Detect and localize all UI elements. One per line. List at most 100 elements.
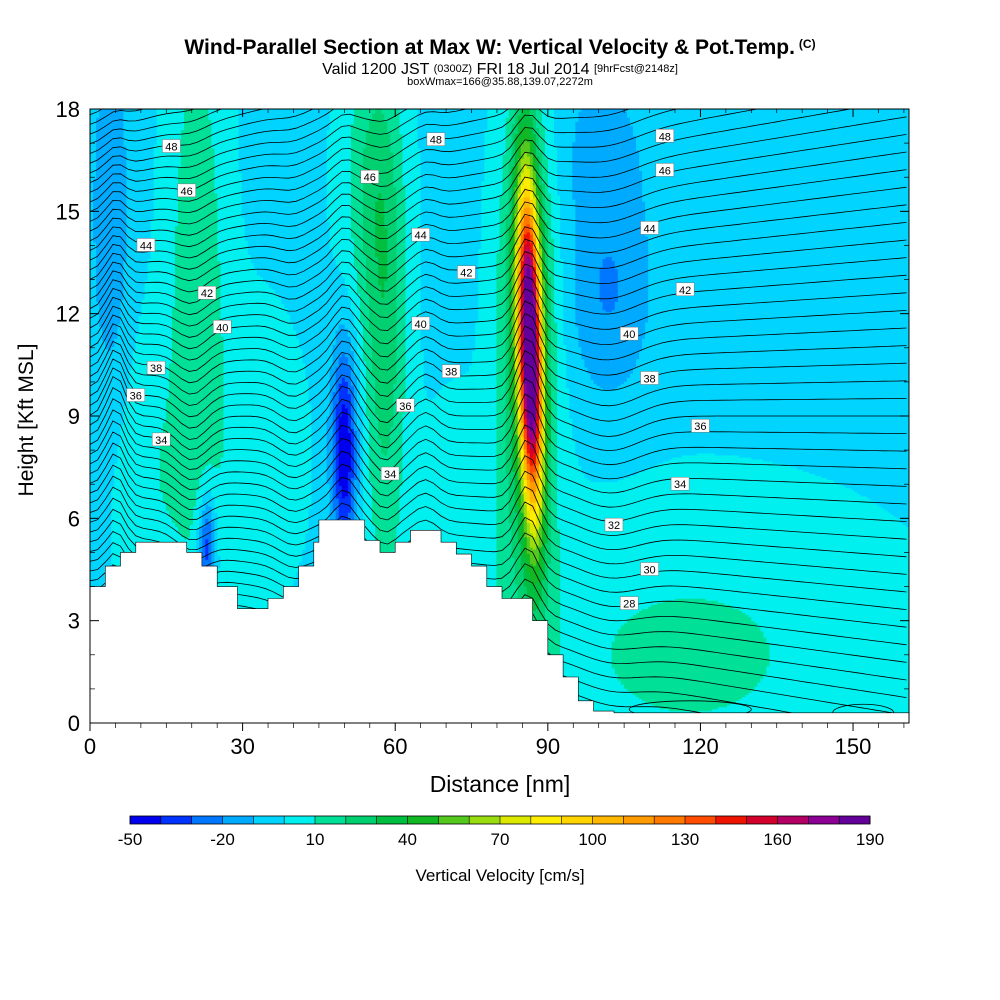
- theta-label: 46: [177, 183, 196, 198]
- colorbar-tick-label: 40: [398, 830, 417, 849]
- theta-label-text: 42: [460, 268, 472, 280]
- colorbar-swatch: [315, 816, 347, 824]
- theta-label: 34: [670, 476, 690, 491]
- x-tick-label: 150: [835, 734, 872, 759]
- theta-label: 34: [151, 432, 171, 447]
- theta-label: 44: [136, 238, 156, 252]
- x-tick-label: 0: [84, 734, 96, 759]
- colorbar-swatch: [808, 816, 840, 824]
- theta-label: 42: [675, 282, 695, 297]
- theta-contour-labels: 48 46 44 42 40 38 36 34 46 44 40 36 34 48 42 38 48 46 44 42…: [126, 129, 710, 611]
- theta-label: 46: [655, 163, 675, 177]
- valid-date: FRI 18 Jul 2014: [476, 61, 590, 78]
- y-axis-label: Height [Kft MSL]: [15, 344, 38, 497]
- colorbar-tick-label: 70: [491, 830, 510, 849]
- colorbar-swatch: [530, 816, 563, 824]
- box-info: boxWmax=166@35.88,139.07,2272m: [407, 76, 593, 88]
- colorbar-swatch: [438, 816, 470, 824]
- valid-time-line: Valid 1200 JST (0300Z) FRI 18 Jul 2014 […: [0, 61, 1000, 79]
- theta-label: 44: [640, 221, 659, 235]
- colorbar-swatch: [407, 816, 439, 824]
- theta-label: 42: [457, 265, 476, 280]
- colorbar-swatch: [685, 816, 717, 824]
- colorbar-swatch: [839, 816, 871, 824]
- theta-label: 36: [396, 398, 415, 413]
- theta-label-text: 46: [364, 172, 376, 184]
- valid-utc: (0300Z): [433, 63, 473, 75]
- theta-label-text: 48: [430, 135, 442, 147]
- colorbar-swatch: [746, 816, 778, 824]
- theta-label: 40: [213, 320, 232, 334]
- theta-label-text: 38: [643, 373, 655, 385]
- theta-label: 28: [619, 596, 639, 611]
- theta-label-text: 48: [165, 142, 177, 154]
- y-tick-label: 6: [68, 506, 80, 531]
- colorbar-tick-label: 10: [306, 830, 325, 849]
- theta-label: 38: [441, 364, 461, 379]
- theta-label-text: 44: [140, 240, 152, 252]
- colorbar-label: Vertical Velocity [cm/s]: [415, 866, 584, 885]
- theta-label-text: 44: [415, 230, 427, 242]
- theta-label: 44: [411, 227, 430, 242]
- x-tick-label: 30: [230, 734, 254, 759]
- colorbar-swatch: [253, 816, 285, 824]
- theta-label: 36: [691, 418, 710, 433]
- theta-label: 36: [126, 388, 146, 403]
- colorbar-swatch: [715, 816, 748, 824]
- theta-label: 38: [640, 371, 659, 385]
- theta-label-text: 46: [181, 186, 193, 198]
- theta-label-text: 36: [130, 391, 142, 403]
- theta-label-text: 40: [623, 329, 635, 341]
- colorbar-swatch: [500, 816, 532, 824]
- x-tick-label: 90: [536, 734, 560, 759]
- y-tick-label: 18: [56, 97, 80, 122]
- title-copyright-mark: (C): [798, 37, 816, 51]
- theta-label: 46: [360, 169, 380, 184]
- colorbar-tick-label: 100: [578, 830, 606, 849]
- x-tick-label: 120: [682, 734, 719, 759]
- theta-label-text: 46: [659, 165, 671, 177]
- colorbar-tick-label: 190: [856, 830, 884, 849]
- theta-label: 34: [380, 466, 400, 481]
- colorbar-swatch: [623, 816, 655, 824]
- colorbar: -50 -20 10 40 70 100 130 160 190: [118, 815, 884, 849]
- colorbar-swatch: [592, 816, 624, 824]
- theta-label-text: 30: [643, 565, 655, 577]
- theta-label: 30: [640, 562, 659, 577]
- colorbar-swatch: [376, 816, 408, 824]
- theta-label-text: 34: [155, 435, 167, 447]
- theta-label-text: 34: [674, 479, 686, 491]
- valid-prefix: Valid 1200 JST: [322, 61, 430, 78]
- theta-label-text: 40: [216, 322, 228, 334]
- theta-label-text: 36: [399, 401, 411, 413]
- colorbar-tick-label: -20: [210, 830, 235, 849]
- y-tick-label: 0: [68, 711, 80, 736]
- theta-label-text: 40: [415, 319, 427, 331]
- colorbar-swatch: [160, 816, 193, 824]
- colorbar-swatch: [222, 816, 254, 824]
- theta-label-text: 28: [623, 599, 635, 611]
- colorbar-tick-label: -50: [118, 830, 143, 849]
- x-tick-label: 60: [383, 734, 407, 759]
- theta-label-text: 38: [445, 367, 457, 379]
- theta-label: 38: [146, 360, 166, 375]
- theta-label-text: 34: [384, 469, 396, 481]
- theta-label-text: 44: [643, 223, 655, 235]
- colorbar-tick-label: 130: [671, 830, 699, 849]
- theta-label: 48: [162, 139, 181, 154]
- forecast-info: [9hrFcst@2148z]: [593, 63, 678, 75]
- colorbar-swatch: [130, 816, 162, 824]
- y-tick-label: 3: [68, 609, 80, 634]
- colorbar-swatch: [654, 816, 686, 824]
- theta-label-text: 38: [150, 363, 162, 375]
- y-tick-label: 9: [68, 404, 80, 429]
- colorbar-swatch: [345, 816, 378, 824]
- colorbar-swatch: [561, 816, 593, 824]
- chart-title: Wind-Parallel Section at Max W: Vertical…: [0, 36, 1000, 60]
- colorbar-tick-label: 160: [763, 830, 791, 849]
- theta-label-text: 36: [694, 421, 706, 433]
- y-tick-label: 15: [56, 199, 80, 224]
- theta-label: 40: [411, 316, 430, 331]
